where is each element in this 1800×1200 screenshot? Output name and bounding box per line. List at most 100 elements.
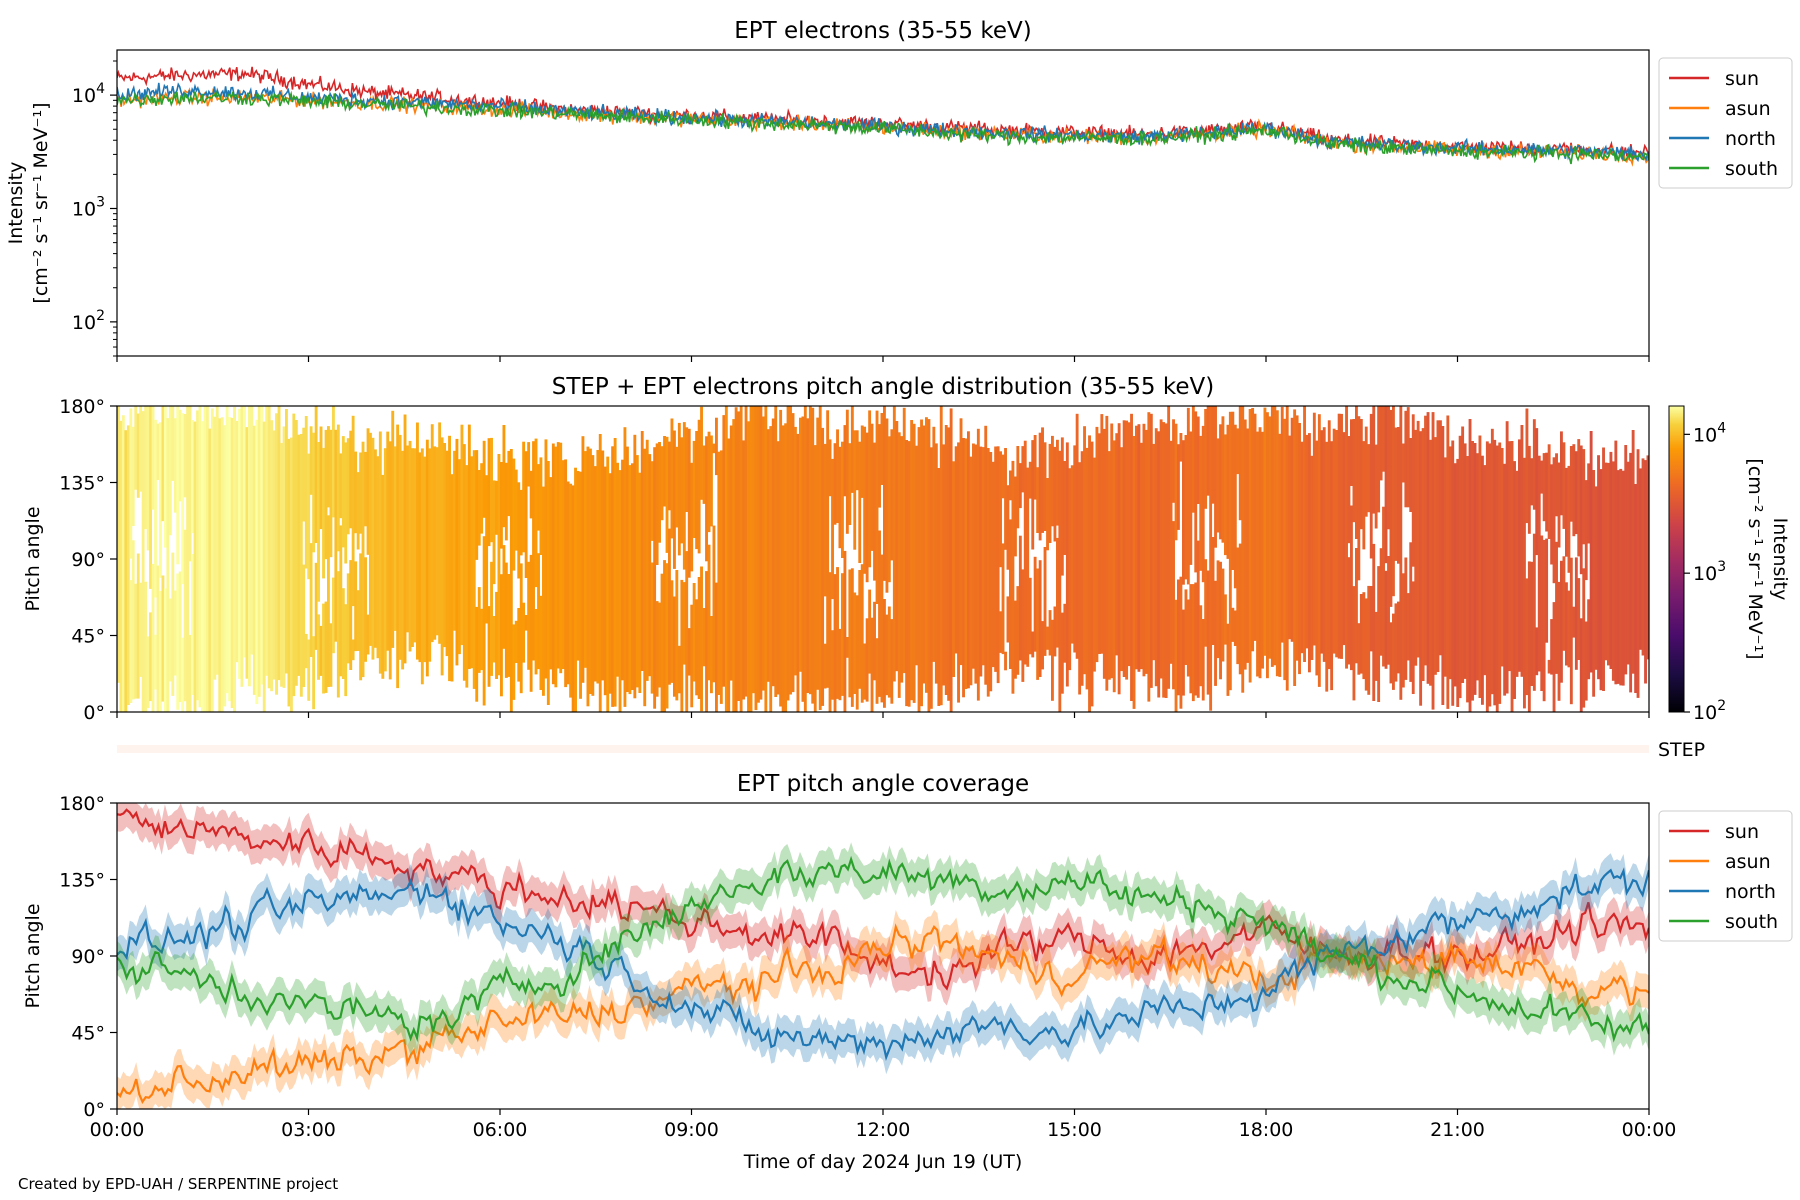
heatmap-cell (682, 582, 686, 665)
heatmap-cell (1184, 589, 1188, 665)
heatmap-cell (969, 456, 973, 686)
heatmap-cell (841, 441, 844, 558)
heatmap-cell (235, 420, 239, 663)
colorbar-gradient (1668, 405, 1685, 713)
heatmap-cell (1416, 420, 1420, 658)
heatmap-cell (1026, 467, 1030, 667)
heatmap-cell (141, 411, 145, 712)
heatmap-cell (1411, 581, 1415, 694)
heatmap-cell (163, 406, 167, 548)
heatmap-cell (396, 424, 400, 689)
heatmap-cell (1461, 426, 1465, 683)
heatmap-cell (1473, 443, 1477, 695)
heatmap-cell (1021, 446, 1025, 493)
heatmap-cell (1038, 560, 1042, 677)
heatmap-cell (1048, 443, 1052, 543)
legend-label-north: north (1725, 881, 1776, 903)
legend-box (1658, 810, 1793, 942)
heatmap-cell (1493, 439, 1497, 706)
heatmap-cell (1513, 461, 1516, 699)
heatmap-cell (1130, 413, 1133, 701)
heatmap-cell (1174, 599, 1178, 712)
heatmap-cell (1253, 413, 1257, 641)
heatmap-cell (974, 444, 978, 684)
heatmap-cell (1555, 453, 1558, 517)
heatmap-cell (1182, 609, 1185, 696)
heatmap-cell (1384, 406, 1388, 564)
heatmap-cell (675, 446, 679, 528)
heatmap-cell (423, 456, 427, 663)
heatmap-cell (1070, 465, 1074, 644)
heatmap-cell (507, 450, 511, 517)
heatmap-cell (1261, 431, 1264, 669)
heatmap-cell (1458, 435, 1462, 699)
heatmap-cell (1251, 408, 1255, 652)
heatmap-cell (705, 571, 708, 712)
heatmap-cell (512, 458, 516, 571)
panel3-legend: sun asun north south (1658, 810, 1793, 942)
heatmap-cell (589, 448, 592, 694)
heatmap-cell (378, 431, 382, 674)
heatmap-cell (1233, 610, 1237, 646)
heatmap-cell (514, 469, 518, 551)
heatmap-cell (1604, 462, 1608, 661)
heatmap-cell (1211, 537, 1215, 645)
heatmap-cell (161, 575, 165, 702)
heatmap-cell (512, 624, 516, 700)
heatmap-cell (1587, 463, 1591, 544)
heatmap-cell (1406, 407, 1410, 508)
heatmap-cell (376, 456, 380, 659)
heatmap-cell (151, 563, 155, 712)
heatmap-cell (942, 444, 946, 686)
heatmap-cell (811, 407, 815, 704)
panel-pitch-angle-distribution: STEP + EPT electrons pitch angle distrib… (22, 374, 1791, 761)
heatmap-cell (1443, 457, 1447, 677)
heatmap-cell (529, 470, 533, 519)
heatmap-cell (487, 606, 491, 687)
heatmap-cell (949, 408, 953, 712)
heatmap-cell (1280, 406, 1284, 643)
heatmap-cell (522, 602, 526, 663)
heatmap-cell (806, 418, 810, 693)
heatmap-cell (1204, 559, 1208, 647)
heatmap-cell (710, 435, 713, 527)
heatmap-cell (715, 417, 718, 476)
panel1-ylabel-line1: Intensity (5, 162, 27, 245)
heatmap-cell (346, 573, 350, 664)
heatmap-cell (1088, 435, 1091, 712)
heatmap-cell (1431, 412, 1435, 710)
heatmap-cell (1364, 598, 1368, 691)
heatmap-cell (1510, 441, 1514, 712)
heatmap-cell (1016, 586, 1020, 675)
legend-label-asun: asun (1725, 851, 1771, 873)
panel3-title: EPT pitch angle coverage (737, 771, 1029, 797)
heatmap-cell (134, 583, 138, 699)
heatmap-cell (932, 426, 936, 662)
heatmap-cell (196, 410, 199, 701)
heatmap-cell (159, 422, 162, 578)
heatmap-cell (519, 563, 523, 694)
heatmap-cell (1266, 412, 1269, 679)
heatmap-cell (1073, 445, 1077, 653)
heatmap-cell (907, 441, 911, 707)
heatmap-cell (509, 449, 513, 712)
heatmap-cell (1362, 441, 1366, 550)
heatmap-cell (154, 419, 157, 598)
heatmap-cell (1389, 409, 1393, 607)
heatmap-cell (1295, 415, 1299, 661)
heatmap-cell (1278, 433, 1282, 677)
heatmap-cell (322, 447, 325, 579)
heatmap-cell (1303, 406, 1306, 662)
y-tick-label: 45° (71, 1023, 105, 1045)
heatmap-cell (1532, 419, 1536, 510)
heatmap-cell (984, 425, 988, 685)
heatmap-cell (369, 432, 372, 646)
heatmap-cell (769, 426, 773, 712)
heatmap-cell (517, 608, 521, 682)
heatmap-cell (173, 418, 177, 513)
heatmap-cell (1523, 457, 1526, 709)
heatmap-cell (336, 424, 340, 552)
heatmap-cell (1387, 556, 1390, 665)
heatmap-cell (1058, 450, 1062, 712)
